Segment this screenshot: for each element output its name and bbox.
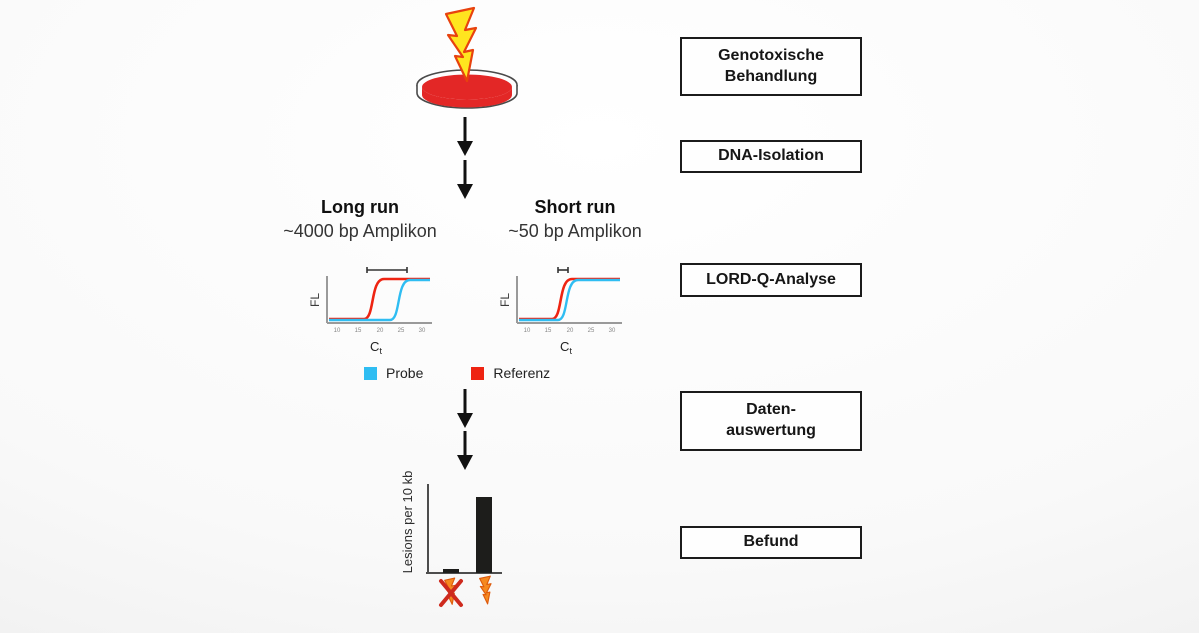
svg-text:10: 10 bbox=[334, 328, 341, 334]
svg-text:30: 30 bbox=[609, 328, 616, 334]
bar-treated bbox=[476, 497, 492, 573]
lesions-bar-chart: Lesions per 10 kb bbox=[400, 471, 502, 607]
probe-label: Probe bbox=[386, 365, 424, 381]
step-box-befund: Befund bbox=[680, 526, 862, 559]
delta-ct-bracket bbox=[557, 267, 569, 273]
probe-color-swatch bbox=[364, 366, 377, 380]
probe-curve bbox=[519, 278, 620, 322]
probe-curve bbox=[329, 278, 430, 322]
legend-item-probe: Probe bbox=[364, 365, 423, 381]
long-run-title: Long run bbox=[321, 197, 399, 217]
qpcr-plot-long-run: FL 10 15 20 25 30 Ct bbox=[310, 267, 432, 356]
x-axis-label: Ct bbox=[560, 339, 572, 356]
svg-text:10: 10 bbox=[524, 328, 531, 334]
treatment-lightning-icon bbox=[479, 575, 492, 605]
step-box-dna-isolation: DNA-Isolation bbox=[680, 140, 862, 173]
referenz-curve bbox=[329, 277, 430, 321]
long-run-label: Long run ~4000 bp Amplikon bbox=[260, 197, 460, 242]
bar-untreated bbox=[443, 569, 459, 573]
y-axis-label: FL bbox=[310, 293, 322, 307]
step-box-lord-q-analyse: LORD-Q-Analyse bbox=[680, 263, 862, 297]
step-box-genotoxische-behandlung: Genotoxische Behandlung bbox=[680, 37, 862, 96]
svg-text:15: 15 bbox=[545, 328, 552, 334]
curve-legend: Probe Referenz bbox=[364, 365, 550, 381]
svg-text:25: 25 bbox=[588, 328, 595, 334]
bar-chart-y-label: Lesions per 10 kb bbox=[400, 471, 415, 574]
genotoxic-treatment-illustration bbox=[416, 6, 518, 109]
step-box-datenauswertung: Daten- auswertung bbox=[680, 391, 862, 451]
long-run-subtitle: ~4000 bp Amplikon bbox=[283, 221, 437, 241]
short-run-title: Short run bbox=[534, 197, 616, 217]
down-arrow-icon bbox=[457, 117, 473, 156]
short-run-label: Short run ~50 bp Amplikon bbox=[475, 197, 675, 242]
x-tick-labels: 10 15 20 25 30 bbox=[524, 328, 616, 334]
svg-text:20: 20 bbox=[567, 328, 574, 334]
svg-text:25: 25 bbox=[398, 328, 405, 334]
down-arrow-icon bbox=[457, 431, 473, 470]
svg-text:20: 20 bbox=[377, 328, 384, 334]
step-label-line: Genotoxische bbox=[718, 46, 824, 64]
svg-text:30: 30 bbox=[419, 328, 426, 334]
referenz-label: Referenz bbox=[493, 365, 551, 381]
referenz-curve bbox=[519, 277, 620, 321]
legend-item-referenz: Referenz bbox=[471, 365, 550, 381]
delta-ct-bracket bbox=[366, 267, 408, 273]
down-arrow-icon bbox=[457, 389, 473, 428]
x-axis-label: Ct bbox=[370, 339, 382, 356]
step-label-line: Daten- bbox=[746, 401, 796, 419]
petri-dish-icon bbox=[416, 69, 518, 109]
short-run-subtitle: ~50 bp Amplikon bbox=[508, 221, 642, 241]
step-label-line: DNA-Isolation bbox=[718, 147, 824, 165]
svg-text:15: 15 bbox=[355, 328, 362, 334]
step-label-line: auswertung bbox=[726, 422, 816, 439]
step-label-line: Behandlung bbox=[724, 67, 818, 85]
step-label-line: LORD-Q-Analyse bbox=[706, 270, 836, 288]
no-treatment-icon bbox=[439, 577, 463, 607]
y-axis-label: FL bbox=[500, 293, 512, 307]
step-label-line: Befund bbox=[743, 533, 799, 551]
x-tick-labels: 10 15 20 25 30 bbox=[334, 328, 426, 334]
down-arrow-icon bbox=[457, 160, 473, 199]
qpcr-plot-short-run: FL 10 15 20 25 30 Ct bbox=[500, 267, 622, 356]
lightning-bolt-icon bbox=[444, 6, 478, 83]
referenz-color-swatch bbox=[471, 366, 485, 380]
